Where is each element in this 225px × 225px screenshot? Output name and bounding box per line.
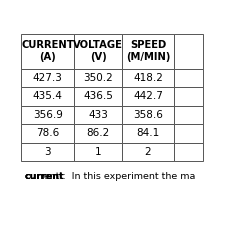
Text: current: current [25, 172, 64, 181]
Text: 435.4: 435.4 [33, 91, 63, 101]
Bar [122, 87, 174, 106]
Text: VOLTAGE
(V): VOLTAGE (V) [73, 40, 123, 63]
Bar [122, 106, 174, 124]
Text: CURRENT
(A): CURRENT (A) [21, 40, 74, 63]
Text: 3: 3 [44, 147, 51, 157]
Text: 442.7: 442.7 [133, 91, 163, 101]
Bar [174, 69, 203, 87]
Text: 436.5: 436.5 [83, 91, 113, 101]
Bar [21, 34, 74, 69]
Bar [74, 106, 122, 124]
Bar [122, 69, 174, 87]
Text: 84.1: 84.1 [136, 128, 160, 138]
Text: 350.2: 350.2 [83, 73, 113, 83]
Bar [122, 124, 174, 143]
Text: 86.2: 86.2 [87, 128, 110, 138]
Bar [21, 69, 74, 87]
Text: 2: 2 [145, 147, 151, 157]
Bar [174, 87, 203, 106]
Bar [21, 106, 74, 124]
Text: 356.9: 356.9 [33, 110, 63, 120]
Text: 78.6: 78.6 [36, 128, 59, 138]
Bar [174, 124, 203, 143]
Bar [74, 124, 122, 143]
Bar [21, 87, 74, 106]
Bar [74, 34, 122, 69]
Bar [21, 124, 74, 143]
Text: current: current [25, 172, 64, 181]
Bar [21, 143, 74, 161]
Bar [174, 34, 203, 69]
Text: 358.6: 358.6 [133, 110, 163, 120]
Text: 427.3: 427.3 [33, 73, 63, 83]
Bar [174, 106, 203, 124]
Bar [174, 143, 203, 161]
Text: current :  In this experiment the ma: current : In this experiment the ma [25, 172, 195, 181]
Bar [74, 69, 122, 87]
Text: 418.2: 418.2 [133, 73, 163, 83]
Bar [74, 143, 122, 161]
Text: current :  In this experiment the ma: current : In this experiment the ma [25, 172, 195, 181]
Text: SPEED
(M/MIN): SPEED (M/MIN) [126, 40, 170, 63]
Bar [74, 87, 122, 106]
Text: 1: 1 [95, 147, 102, 157]
Text: 433: 433 [88, 110, 108, 120]
Bar [122, 143, 174, 161]
Bar [122, 34, 174, 69]
